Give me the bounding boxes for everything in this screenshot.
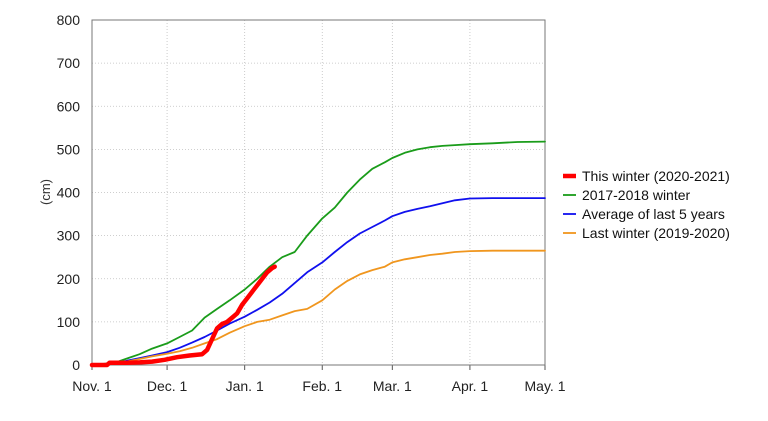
x-tick-label: Mar. 1 xyxy=(373,378,412,394)
legend-label: Last winter (2019-2020) xyxy=(582,225,730,241)
y-tick-label: 500 xyxy=(57,141,81,157)
y-tick-label: 800 xyxy=(57,12,81,28)
series-line-3 xyxy=(91,197,546,366)
series-line-1 xyxy=(89,264,277,368)
y-axis-label: (cm) xyxy=(38,179,53,205)
x-tick-label: May. 1 xyxy=(525,378,566,394)
y-tick-label: 100 xyxy=(57,314,81,330)
x-tick-label: Dec. 1 xyxy=(147,378,188,394)
legend-label: 2017-2018 winter xyxy=(582,187,691,203)
series-line-4 xyxy=(91,249,546,366)
series-line-2 xyxy=(91,140,546,366)
y-tick-label: 400 xyxy=(57,185,81,201)
plot-background xyxy=(92,20,545,365)
legend: This winter (2020-2021) 2017-2018 winter A… xyxy=(563,168,730,241)
y-tick-label: 700 xyxy=(57,55,81,71)
y-tick-label: 200 xyxy=(57,271,81,287)
y-tick-label: 0 xyxy=(72,357,80,373)
plot-frame xyxy=(91,19,546,366)
y-tick-labels: 0 100 200 300 400 500 600 700 800 xyxy=(57,12,81,373)
x-tick-label: Jan. 1 xyxy=(226,378,264,394)
x-tick-label: Feb. 1 xyxy=(302,378,342,394)
legend-label: This winter (2020-2021) xyxy=(582,168,730,184)
x-tick-label: Nov. 1 xyxy=(72,378,112,394)
y-tick-label: 600 xyxy=(57,98,81,114)
y-tick-label: 300 xyxy=(57,228,81,244)
x-tick-label: Apr. 1 xyxy=(452,378,489,394)
legend-label: Average of last 5 years xyxy=(582,206,725,222)
x-tick-labels: Nov. 1 Dec. 1 Jan. 1 Feb. 1 Mar. 1 Apr. 1 May.… xyxy=(72,378,565,394)
series-group xyxy=(89,140,546,368)
